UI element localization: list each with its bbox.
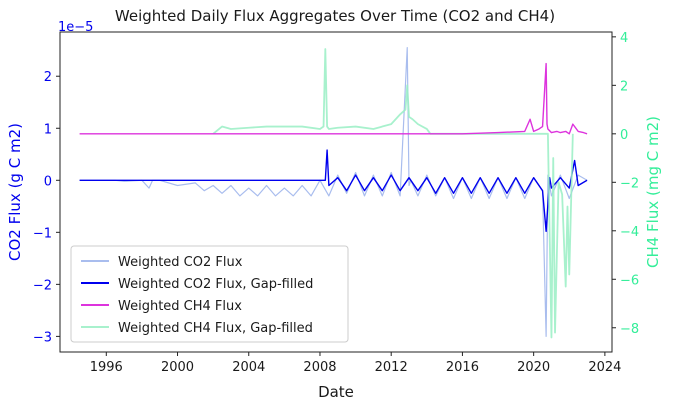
y-left-tick-label: −2: [33, 278, 52, 293]
series-layer: [79, 47, 588, 339]
y-left-tick-label: 2: [44, 70, 52, 85]
series-line-3: [212, 48, 574, 339]
legend-label: Weighted CO2 Flux: [118, 255, 243, 270]
y-right-tick-label: 4: [620, 31, 628, 46]
y-left-tick-label: 0: [44, 174, 52, 189]
x-tick-label: 2004: [232, 360, 265, 375]
x-tick-label: 2008: [303, 360, 336, 375]
y-left-tick-label: 1: [44, 122, 52, 137]
x-tick-label: 2016: [446, 360, 479, 375]
series-line-2: [79, 62, 588, 135]
y-left-offset-text: 1e−5: [58, 20, 93, 35]
y-right-tick-label: 0: [620, 128, 628, 143]
y-right-tick-label: −6: [620, 273, 639, 288]
y-left-axis-label: CO2 Flux (g C m2): [6, 123, 24, 261]
y-left-tick-label: −3: [33, 330, 52, 345]
series-line-1: [79, 149, 588, 232]
y-right-axis-label: CH4 Flux (mg C m2): [644, 116, 662, 268]
plot-frame: [59, 31, 613, 353]
y-left-tick-label: −1: [33, 226, 52, 241]
legend: Weighted CO2 Flux Weighted CO2 Flux, Gap-…: [70, 245, 349, 343]
x-tick-label: 2020: [517, 360, 550, 375]
x-axis-label: Date: [318, 383, 354, 401]
series-line-0: [79, 47, 588, 337]
legend-label: Weighted CH4 Flux, Gap-filled: [118, 321, 313, 336]
x-tick-label: 2000: [161, 360, 194, 375]
legend-label: Weighted CO2 Flux, Gap-filled: [118, 277, 313, 292]
y-right-tick-label: −2: [620, 176, 639, 191]
x-tick-label: 2012: [375, 360, 408, 375]
legend-label: Weighted CH4 Flux: [118, 299, 242, 314]
legend-box: [70, 245, 349, 343]
y-right-tick-label: −8: [620, 322, 639, 337]
y-right-tick-label: −4: [620, 225, 639, 240]
y-right-tick-label: 2: [620, 79, 628, 94]
axes-layer: 1996 2000 2004 2008 2012 2016 2020 2024−3−2−101…: [33, 31, 639, 375]
x-tick-label: 2024: [588, 360, 621, 375]
x-tick-label: 1996: [90, 360, 123, 375]
chart-title: Weighted Daily Flux Aggregates Over Time…: [115, 7, 555, 25]
